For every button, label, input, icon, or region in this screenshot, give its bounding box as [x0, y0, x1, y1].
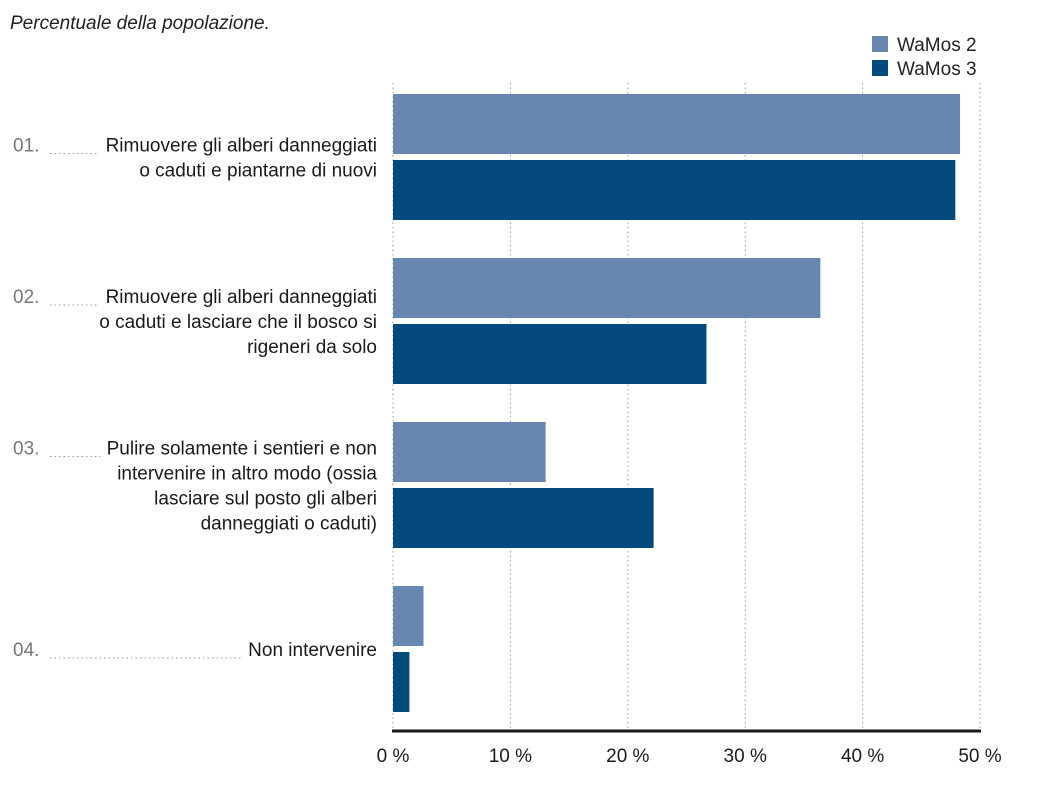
category-label: rigeneri da solo: [247, 337, 377, 358]
bar-wamos-2: [393, 94, 961, 154]
x-tick-label: 40 %: [841, 746, 884, 767]
bar-wamos-3: [393, 652, 410, 712]
category-label: lasciare sul posto gli alberi: [154, 489, 377, 510]
bar-wamos-3: [393, 324, 707, 384]
x-tick-label: 50 %: [958, 746, 1001, 767]
bar-wamos-3: [393, 160, 956, 220]
x-tick-label: 20 %: [606, 746, 649, 767]
bar-wamos-3: [393, 488, 654, 548]
category-label: Rimuovere gli alberi danneggiati: [106, 287, 377, 308]
legend-swatch: [872, 36, 888, 52]
x-tick-label: 30 %: [724, 746, 767, 767]
x-tick-label: 0 %: [377, 746, 410, 767]
category-label: Non intervenire: [248, 640, 377, 661]
category-label: o caduti e lasciare che il bosco si: [99, 312, 377, 333]
bar-wamos-2: [393, 422, 546, 482]
category-number: 04.: [13, 640, 39, 661]
bar-wamos-2: [393, 586, 424, 646]
bar-wamos-2: [393, 258, 821, 318]
category-number: 03.: [13, 439, 39, 460]
bars: [393, 94, 961, 712]
x-axis: 0 % 10 % 20 % 30 % 40 % 50 %: [377, 729, 1002, 767]
category-label: o caduti e piantarne di nuovi: [139, 161, 377, 182]
category-labels: Rimuovere gli alberi danneggiati o caduti…: [13, 136, 377, 662]
category-label: intervenire in altro modo (ossia: [117, 464, 377, 485]
category-label: Rimuovere gli alberi danneggiati: [106, 136, 377, 157]
category-label: Pulire solamente i sentieri e non: [107, 439, 377, 460]
legend-label: WaMos 2: [897, 35, 977, 56]
chart-subtitle: Percentuale della popolazione.: [10, 13, 270, 34]
label-leaders: [50, 153, 243, 659]
category-label: danneggiati o caduti): [201, 514, 377, 535]
legend-swatch: [872, 60, 888, 76]
category-number: 01.: [13, 136, 39, 157]
category-number: 02.: [13, 287, 39, 308]
x-tick-label: 10 %: [489, 746, 532, 767]
legend-label: WaMos 3: [897, 59, 977, 80]
legend: WaMos 2 WaMos 3: [872, 35, 977, 80]
